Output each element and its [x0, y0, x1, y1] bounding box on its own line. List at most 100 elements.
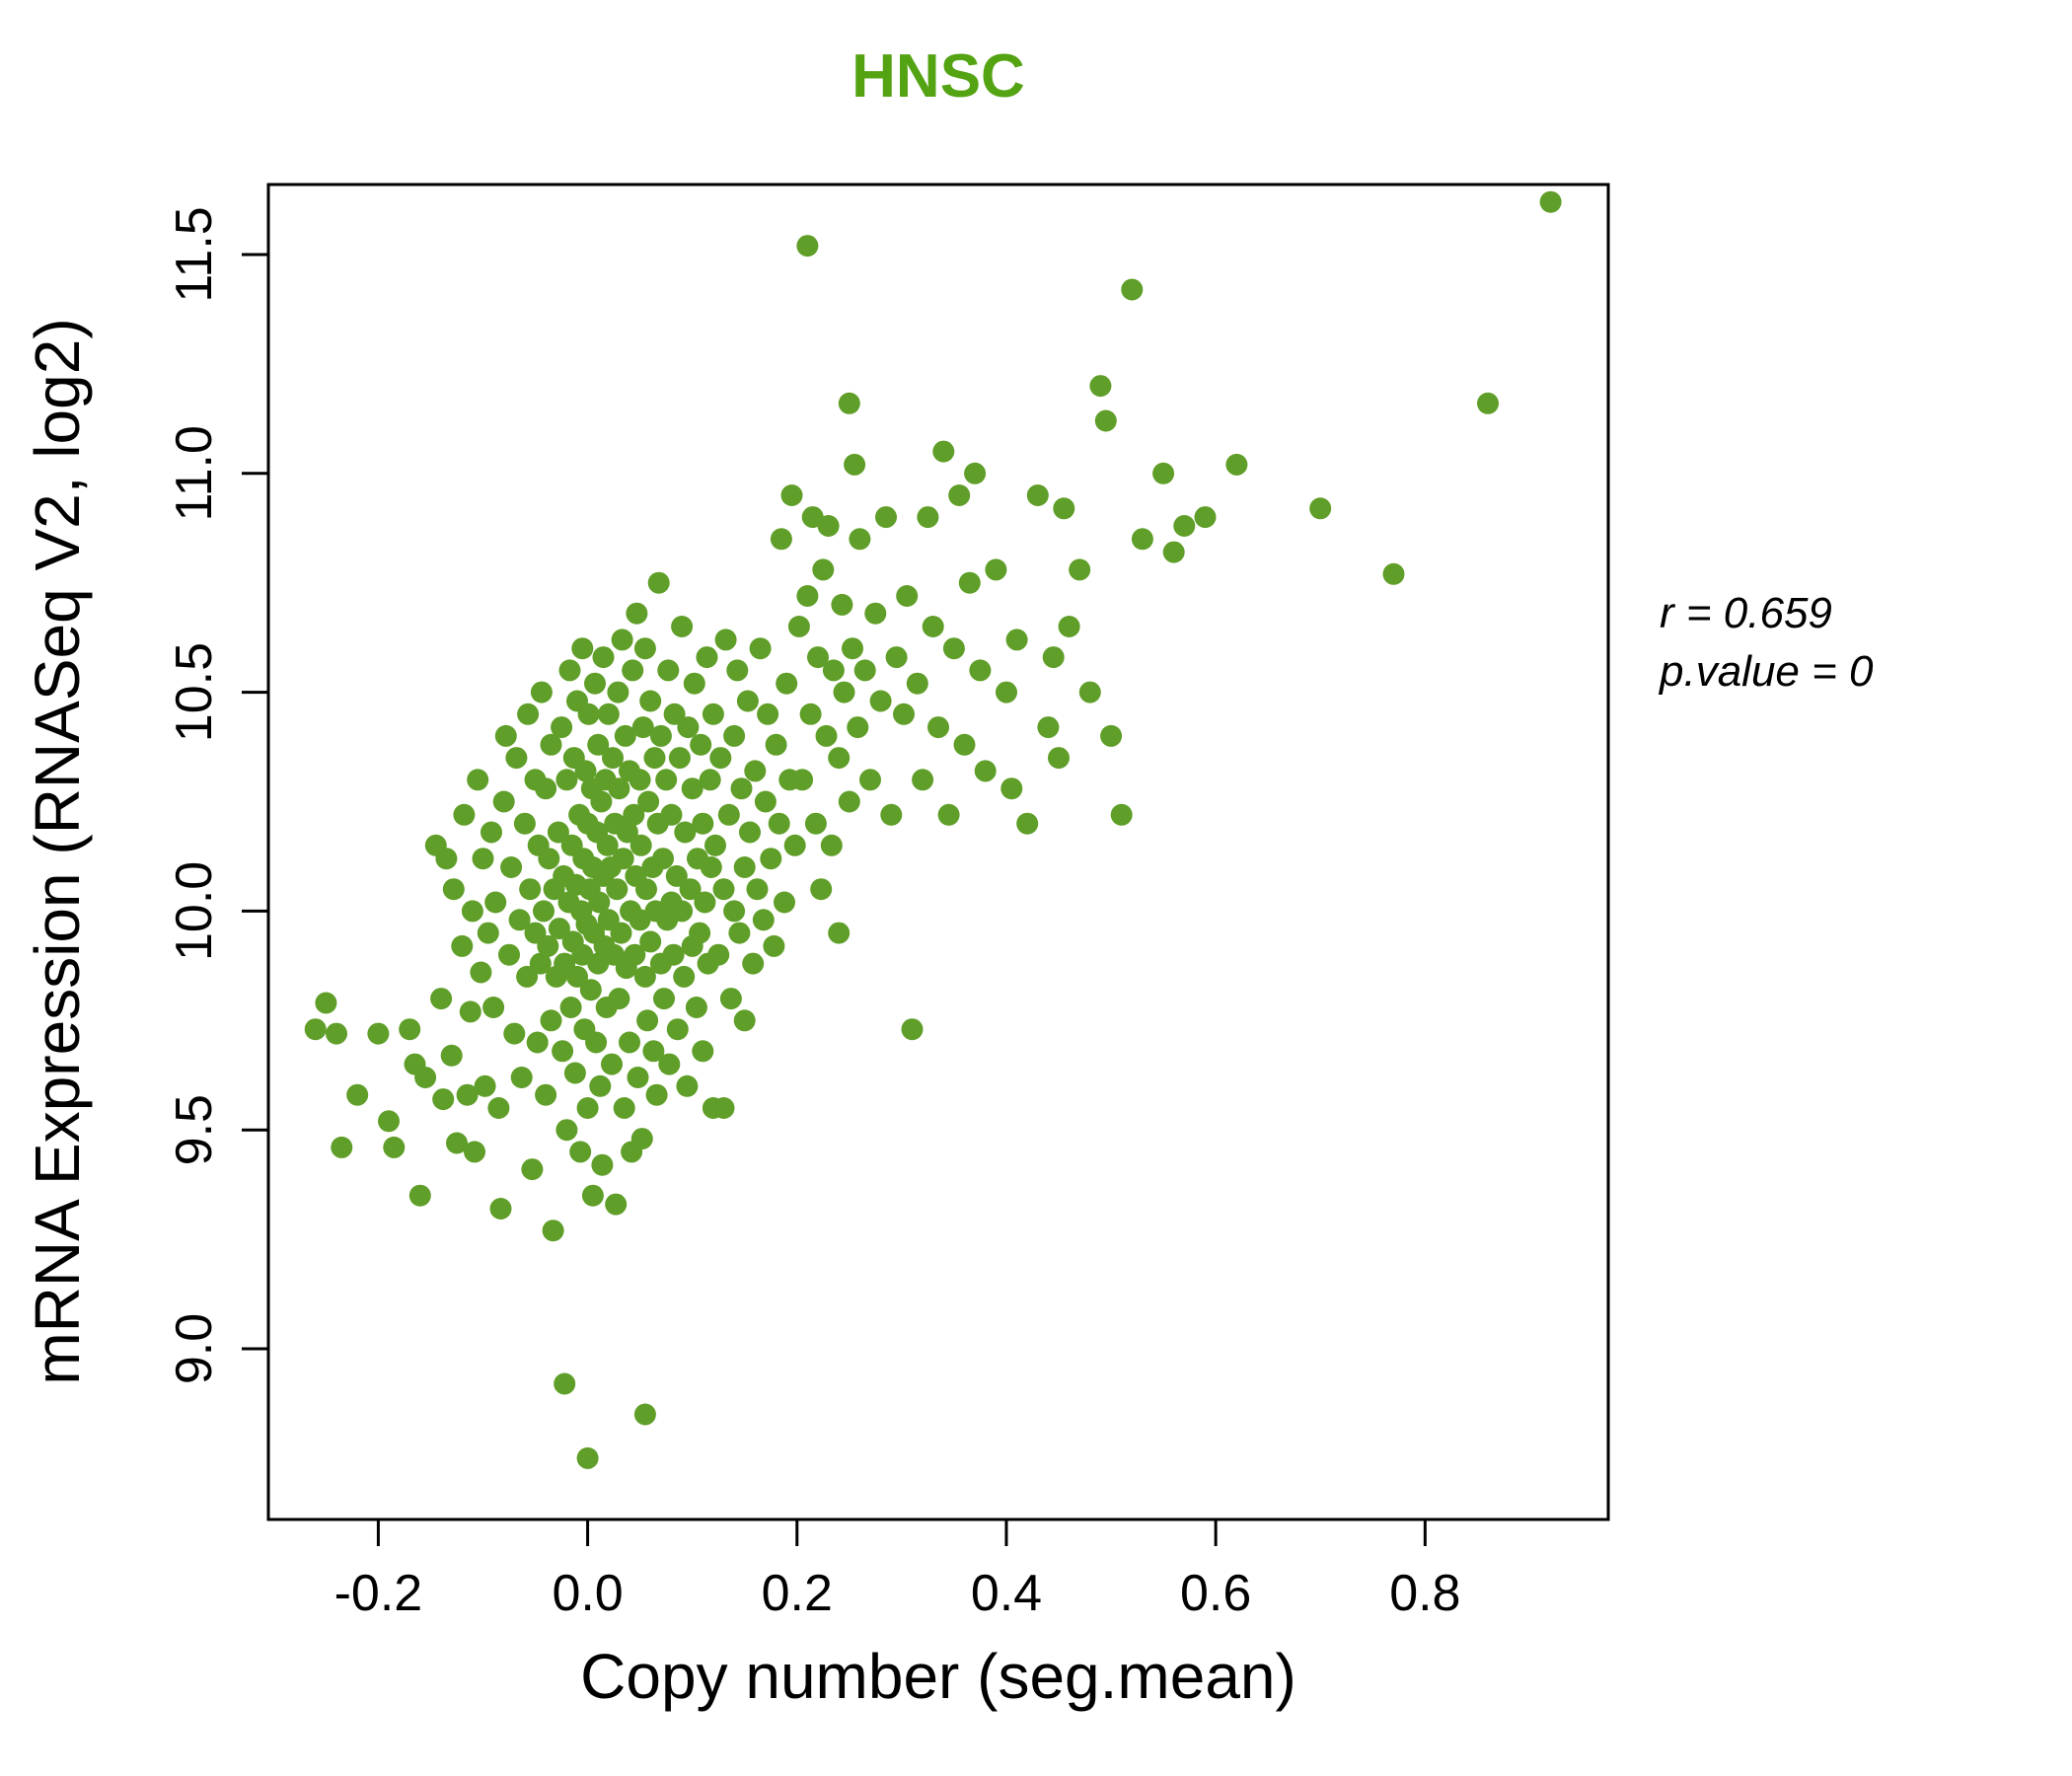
- plot-border: [266, 183, 1610, 1521]
- data-point: [828, 747, 851, 770]
- data-point: [660, 803, 683, 826]
- data-point: [937, 803, 960, 826]
- data-point: [739, 821, 761, 844]
- data-point: [597, 703, 620, 725]
- data-point: [555, 1119, 578, 1142]
- data-point: [657, 659, 680, 682]
- data-point: [566, 965, 588, 988]
- data-point: [576, 1446, 599, 1469]
- data-point: [459, 1000, 481, 1023]
- data-point: [538, 848, 560, 870]
- data-point: [636, 1009, 659, 1032]
- data-point: [472, 848, 494, 870]
- data-point: [893, 703, 915, 725]
- data-point: [494, 724, 517, 747]
- data-point: [663, 703, 686, 725]
- data-point: [723, 900, 746, 923]
- data-point: [842, 637, 863, 660]
- data-point: [906, 672, 928, 695]
- data-point: [576, 1097, 599, 1119]
- data-point: [533, 900, 555, 923]
- data-point: [666, 1018, 689, 1041]
- data-point: [1069, 558, 1091, 581]
- correlation-annotation: r = 0.659 p.value = 0: [1660, 584, 1874, 702]
- data-point: [757, 703, 779, 725]
- data-point: [521, 1158, 544, 1181]
- data-point: [508, 909, 531, 931]
- y-tick-label: 10.5: [166, 642, 223, 742]
- data-point: [619, 1031, 640, 1054]
- data-point: [833, 681, 855, 703]
- data-point: [859, 769, 881, 791]
- data-point: [844, 453, 866, 476]
- data-point: [605, 1193, 628, 1216]
- data-point: [484, 891, 507, 914]
- data-point: [683, 672, 705, 695]
- data-point: [820, 834, 843, 856]
- data-point: [492, 790, 515, 813]
- data-point: [607, 681, 629, 703]
- data-point: [608, 988, 630, 1010]
- data-point: [723, 724, 746, 747]
- data-point: [535, 1083, 557, 1106]
- data-point: [704, 834, 726, 856]
- data-point: [728, 922, 751, 944]
- x-tick-label: 0.0: [552, 1565, 623, 1622]
- data-point: [712, 1097, 735, 1119]
- data-point: [849, 528, 871, 551]
- data-point: [1173, 515, 1196, 537]
- data-point: [601, 1053, 623, 1075]
- data-point: [399, 1018, 421, 1041]
- data-point: [548, 918, 570, 940]
- data-point: [552, 1040, 574, 1063]
- data-point: [681, 777, 703, 800]
- data-point: [776, 672, 798, 695]
- data-point: [464, 1141, 485, 1163]
- data-point: [505, 747, 528, 770]
- data-point: [665, 864, 688, 887]
- data-point: [639, 930, 662, 953]
- data-point: [547, 821, 569, 844]
- data-point: [629, 769, 651, 791]
- data-point: [630, 1128, 653, 1150]
- data-point: [613, 1097, 635, 1119]
- data-point: [1016, 812, 1039, 835]
- data-point: [1037, 716, 1060, 739]
- data-point: [709, 747, 732, 770]
- data-point: [408, 1184, 431, 1207]
- y-tick-label: 9.0: [166, 1313, 223, 1384]
- data-point: [481, 821, 502, 844]
- data-point: [853, 659, 876, 682]
- data-point: [690, 733, 712, 756]
- data-point: [378, 1110, 400, 1133]
- data-point: [880, 803, 903, 826]
- data-point: [817, 515, 840, 537]
- data-point: [614, 724, 636, 747]
- y-tick-label: 10.0: [166, 861, 223, 961]
- data-point: [1042, 646, 1065, 669]
- data-point: [1005, 629, 1028, 651]
- data-point: [692, 1040, 714, 1063]
- data-point: [530, 681, 553, 703]
- x-tick-label: 0.8: [1389, 1565, 1460, 1622]
- y-tick-label: 11.5: [166, 206, 223, 302]
- data-point: [477, 922, 499, 944]
- data-point: [815, 724, 838, 747]
- data-point: [451, 934, 474, 957]
- data-point: [519, 878, 542, 901]
- data-point: [875, 506, 897, 529]
- data-point: [631, 716, 654, 739]
- data-point: [590, 790, 613, 813]
- data-point: [838, 790, 860, 813]
- data-point: [922, 616, 944, 637]
- data-point: [733, 1009, 756, 1032]
- data-point: [500, 856, 523, 878]
- data-point: [726, 659, 749, 682]
- data-point: [799, 703, 822, 725]
- data-point: [754, 790, 777, 813]
- data-point: [707, 943, 730, 966]
- data-point: [765, 733, 787, 756]
- data-point: [622, 659, 644, 682]
- data-point: [467, 769, 489, 791]
- data-point: [674, 821, 697, 844]
